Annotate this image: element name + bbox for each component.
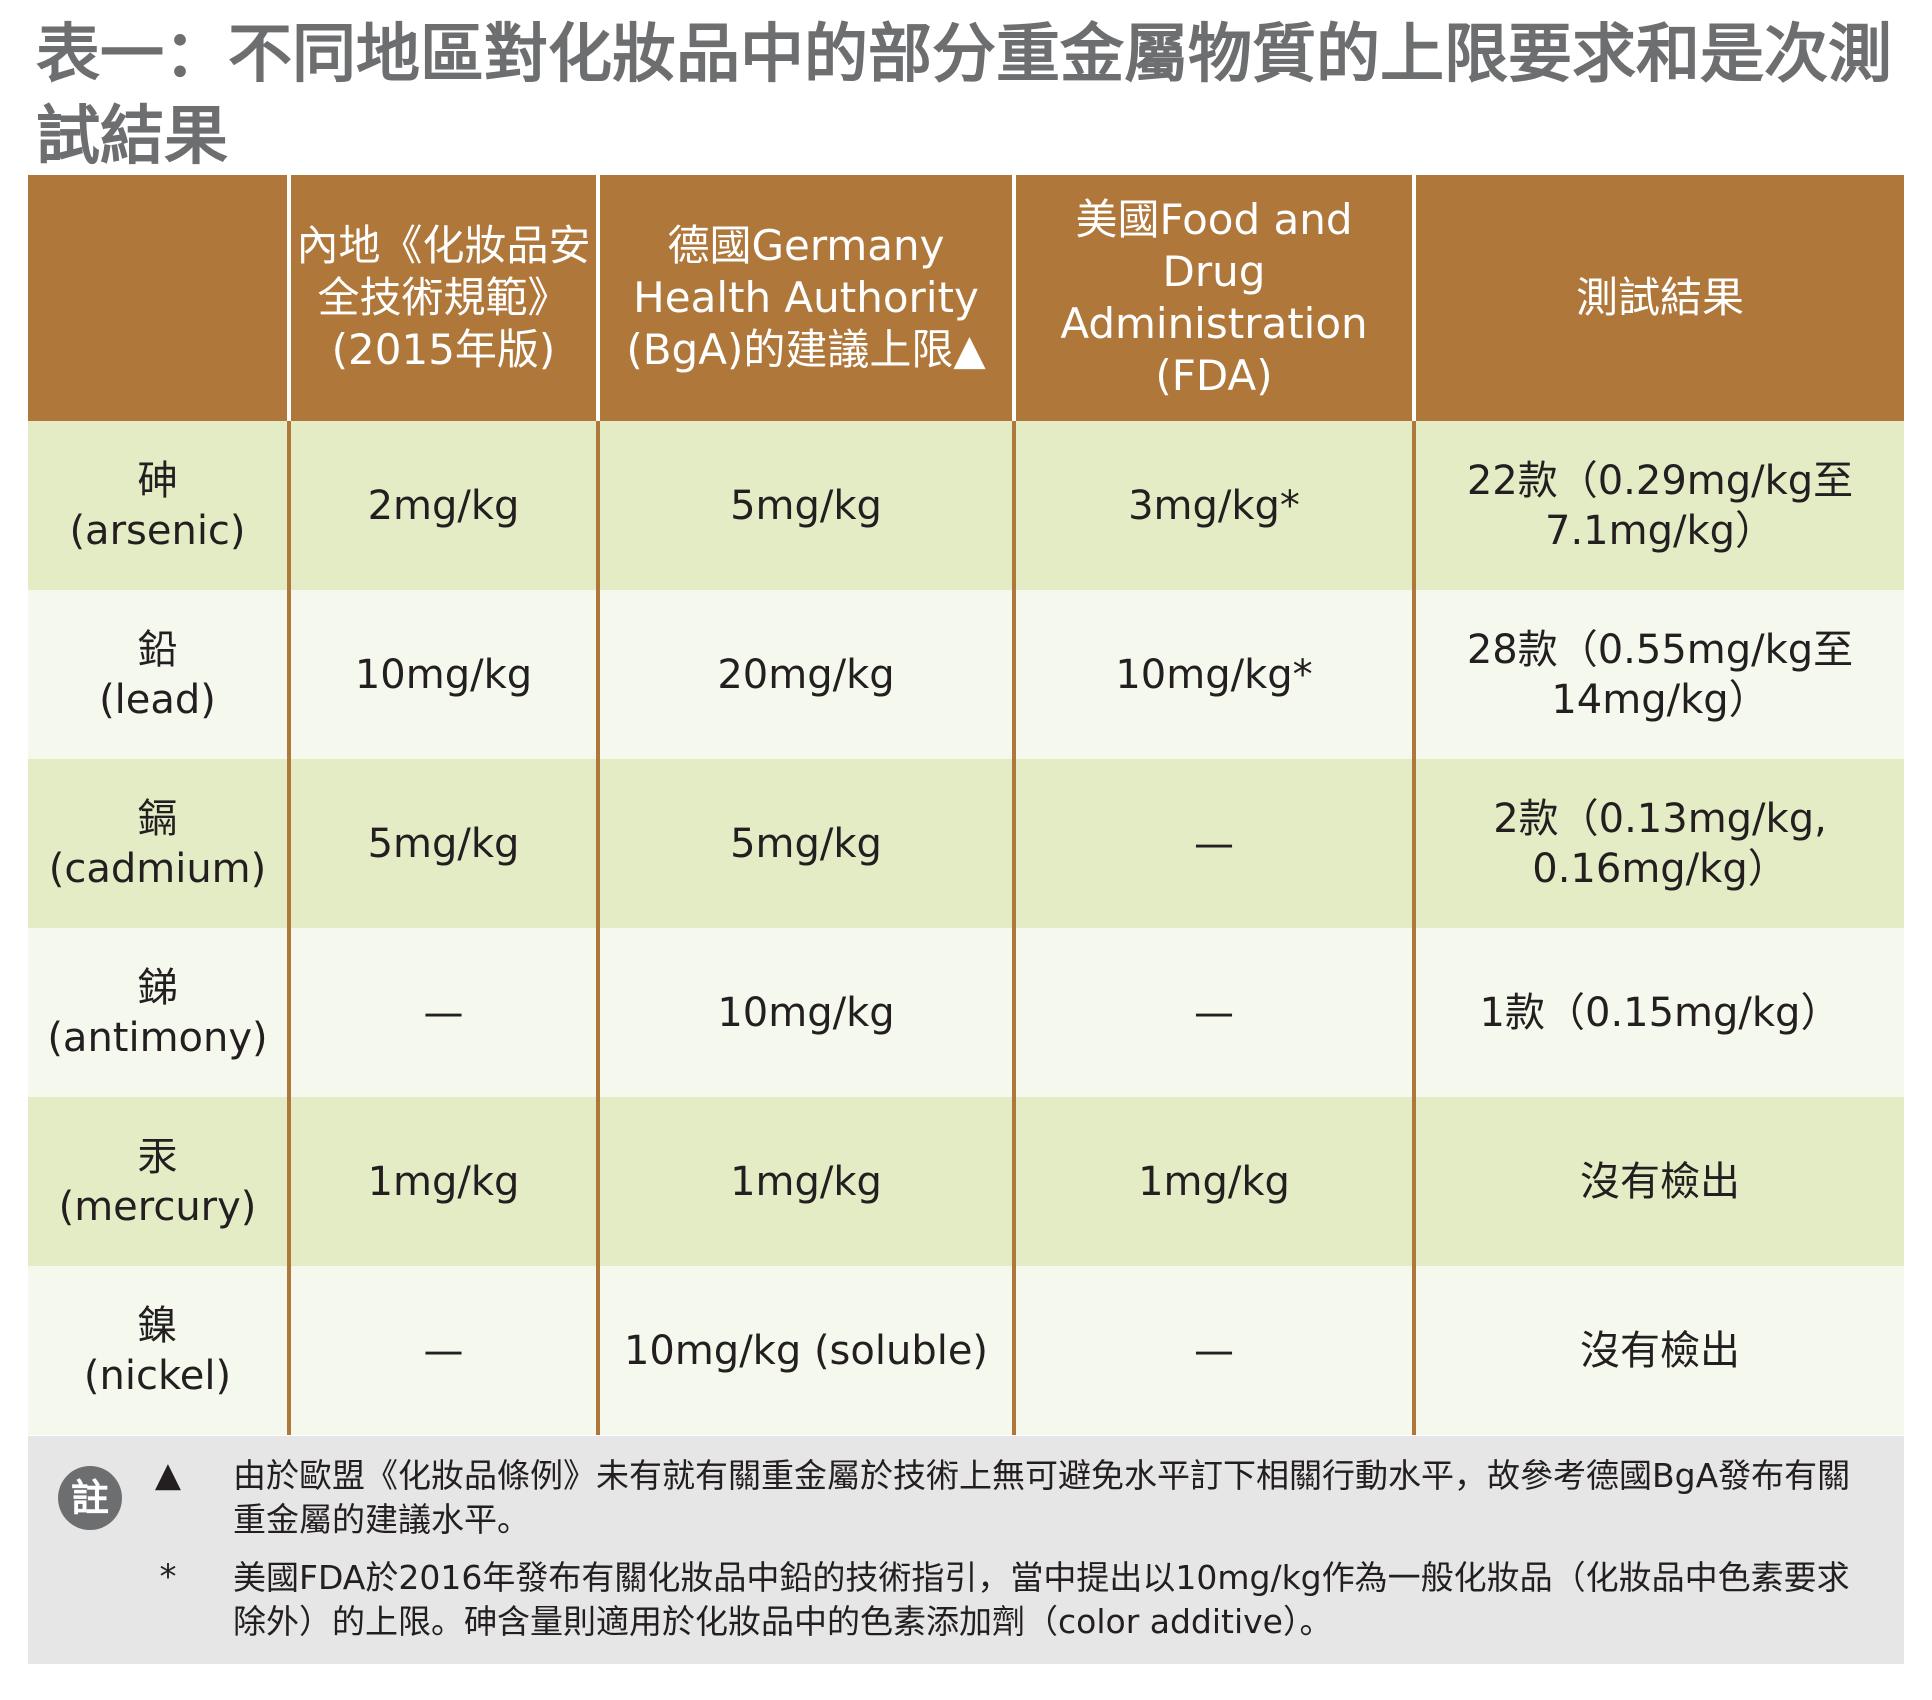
- germany-limit-cell: 5mg/kg: [596, 421, 1014, 590]
- table-row: 汞 (mercury) 1mg/kg 1mg/kg 1mg/kg 沒有檢出: [28, 1097, 1904, 1266]
- element-name-zh: 汞: [137, 1133, 178, 1180]
- element-name-en: (cadmium): [48, 845, 267, 892]
- usa-limit-cell: 1mg/kg: [1012, 1097, 1414, 1266]
- china-limit-cell: —: [287, 928, 598, 1097]
- element-cell: 砷 (arsenic): [28, 421, 289, 590]
- element-name-en: (nickel): [83, 1352, 232, 1399]
- germany-limit-cell: 1mg/kg: [596, 1097, 1014, 1266]
- table-row: 銻 (antimony) — 10mg/kg — 1款（0.15mg/kg）: [28, 928, 1904, 1097]
- element-name-en: (antimony): [47, 1014, 268, 1061]
- asterisk-icon: *: [159, 1557, 177, 1597]
- germany-limit-cell: 5mg/kg: [596, 759, 1014, 928]
- element-cell: 汞 (mercury): [28, 1097, 289, 1266]
- header-germany-bga: 德國Germany Health Authority (BgA)的建議上限▲: [596, 175, 1014, 421]
- element-cell: 鉛 (lead): [28, 590, 289, 759]
- result-cell: 沒有檢出: [1412, 1266, 1904, 1435]
- usa-limit-cell: —: [1012, 928, 1414, 1097]
- element-name-zh: 鎳: [137, 1302, 178, 1349]
- note-text: 美國FDA於2016年發布有關化妝品中鉛的技術指引，當中提出以10mg/kg作為…: [233, 1558, 1850, 1641]
- element-name-zh: 鎘: [137, 795, 178, 842]
- triangle-icon: ▲: [154, 1455, 182, 1495]
- header-usa-fda: 美國Food and Drug Administration (FDA): [1012, 175, 1414, 421]
- heavy-metal-limits-table: 內地《化妝品安全技術規範》(2015年版) 德國Germany Health A…: [28, 175, 1904, 1435]
- notes-box: 註 ▲ 由於歐盟《化妝品條例》未有就有關重金屬於技術上無可避免水平訂下相關行動水…: [28, 1436, 1904, 1664]
- note-badge: 註: [58, 1466, 122, 1530]
- table-row: 鎘 (cadmium) 5mg/kg 5mg/kg — 2款（0.13mg/kg,…: [28, 759, 1904, 928]
- china-limit-cell: 2mg/kg: [287, 421, 598, 590]
- note-text: 由於歐盟《化妝品條例》未有就有關重金屬於技術上無可避免水平訂下相關行動水平，故參…: [233, 1456, 1851, 1539]
- usa-limit-cell: —: [1012, 759, 1414, 928]
- table-row: 砷 (arsenic) 2mg/kg 5mg/kg 3mg/kg* 22款（0.2…: [28, 421, 1904, 590]
- china-limit-cell: —: [287, 1266, 598, 1435]
- result-cell: 1款（0.15mg/kg）: [1412, 928, 1904, 1097]
- result-cell: 22款（0.29mg/kg至7.1mg/kg）: [1412, 421, 1904, 590]
- element-cell: 鎘 (cadmium): [28, 759, 289, 928]
- result-cell: 28款（0.55mg/kg至14mg/kg）: [1412, 590, 1904, 759]
- header-china-standard: 內地《化妝品安全技術規範》(2015年版): [287, 175, 598, 421]
- germany-limit-cell: 20mg/kg: [596, 590, 1014, 759]
- element-name-zh: 鉛: [137, 626, 178, 673]
- header-element: [28, 175, 289, 421]
- element-name-zh: 砷: [137, 457, 178, 504]
- table-row: 鎳 (nickel) — 10mg/kg (soluble) — 沒有檢出: [28, 1266, 1904, 1435]
- element-name-zh: 銻: [137, 964, 178, 1011]
- page-title: 表一：不同地區對化妝品中的部分重金屬物質的上限要求和是次測試結果: [36, 18, 1892, 174]
- table-header-row: 內地《化妝品安全技術規範》(2015年版) 德國Germany Health A…: [28, 175, 1904, 421]
- element-name-en: (lead): [99, 676, 216, 723]
- element-name-en: (arsenic): [69, 507, 246, 554]
- element-name-en: (mercury): [58, 1183, 257, 1230]
- usa-limit-cell: 3mg/kg*: [1012, 421, 1414, 590]
- table-row: 鉛 (lead) 10mg/kg 20mg/kg 10mg/kg* 28款（0.5…: [28, 590, 1904, 759]
- usa-limit-cell: —: [1012, 1266, 1414, 1435]
- element-cell: 銻 (antimony): [28, 928, 289, 1097]
- china-limit-cell: 10mg/kg: [287, 590, 598, 759]
- usa-limit-cell: 10mg/kg*: [1012, 590, 1414, 759]
- result-cell: 沒有檢出: [1412, 1097, 1904, 1266]
- china-limit-cell: 5mg/kg: [287, 759, 598, 928]
- result-cell: 2款（0.13mg/kg, 0.16mg/kg）: [1412, 759, 1904, 928]
- element-cell: 鎳 (nickel): [28, 1266, 289, 1435]
- china-limit-cell: 1mg/kg: [287, 1097, 598, 1266]
- germany-limit-cell: 10mg/kg (soluble): [596, 1266, 1014, 1435]
- germany-limit-cell: 10mg/kg: [596, 928, 1014, 1097]
- header-test-result: 測試結果: [1412, 175, 1904, 421]
